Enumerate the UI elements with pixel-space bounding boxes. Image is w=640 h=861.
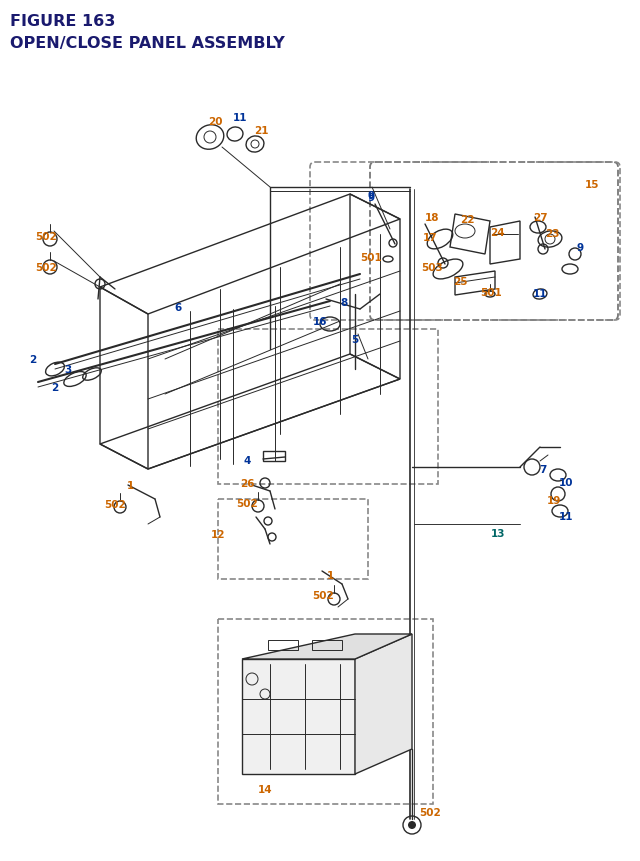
Text: 11: 11: [233, 113, 247, 123]
Text: 13: 13: [491, 529, 505, 538]
Polygon shape: [355, 635, 412, 774]
Text: FIGURE 163: FIGURE 163: [10, 14, 115, 29]
Text: 2: 2: [29, 355, 36, 364]
Text: 3: 3: [65, 364, 72, 375]
Bar: [218, 619, 433, 804]
Text: 19: 19: [547, 495, 561, 505]
Text: 12: 12: [211, 530, 225, 539]
Text: 9: 9: [577, 243, 584, 253]
Text: 502: 502: [312, 591, 334, 600]
Text: 16: 16: [313, 317, 327, 326]
Text: 4: 4: [243, 455, 251, 466]
Text: 24: 24: [490, 228, 504, 238]
Text: 9: 9: [367, 191, 374, 201]
Text: 502: 502: [35, 232, 57, 242]
Bar: [218, 330, 438, 485]
Text: OPEN/CLOSE PANEL ASSEMBLY: OPEN/CLOSE PANEL ASSEMBLY: [10, 36, 285, 51]
Bar: [268, 641, 298, 650]
Text: 502: 502: [35, 263, 57, 273]
Text: 27: 27: [532, 213, 547, 223]
Text: 21: 21: [253, 126, 268, 136]
Text: 502: 502: [236, 499, 258, 508]
Text: 14: 14: [258, 784, 272, 794]
Text: 15: 15: [585, 180, 599, 189]
Text: 11: 11: [559, 511, 573, 522]
Text: 5: 5: [351, 335, 358, 344]
Text: 6: 6: [174, 303, 182, 313]
Bar: [312, 641, 342, 650]
Text: 26: 26: [240, 479, 254, 488]
Text: 10: 10: [559, 478, 573, 487]
Text: 502: 502: [419, 807, 441, 817]
Bar: [263, 451, 285, 461]
Text: 20: 20: [208, 117, 222, 127]
Text: 503: 503: [421, 263, 443, 273]
Text: 1: 1: [326, 570, 333, 580]
Polygon shape: [242, 660, 355, 774]
Text: 17: 17: [422, 232, 437, 243]
Text: 22: 22: [460, 214, 474, 225]
Text: 23: 23: [545, 229, 559, 238]
Text: 25: 25: [452, 276, 467, 287]
Text: 1: 1: [126, 480, 134, 491]
Text: 11: 11: [532, 288, 547, 299]
Text: 18: 18: [425, 213, 439, 223]
Circle shape: [408, 821, 416, 829]
Text: 8: 8: [340, 298, 348, 307]
Text: 2: 2: [51, 382, 59, 393]
Polygon shape: [242, 635, 412, 660]
Bar: [218, 499, 368, 579]
Text: 9: 9: [367, 193, 374, 202]
Text: 7: 7: [540, 464, 547, 474]
Text: 502: 502: [104, 499, 126, 510]
Text: 501: 501: [480, 288, 502, 298]
Text: 501: 501: [360, 253, 382, 263]
